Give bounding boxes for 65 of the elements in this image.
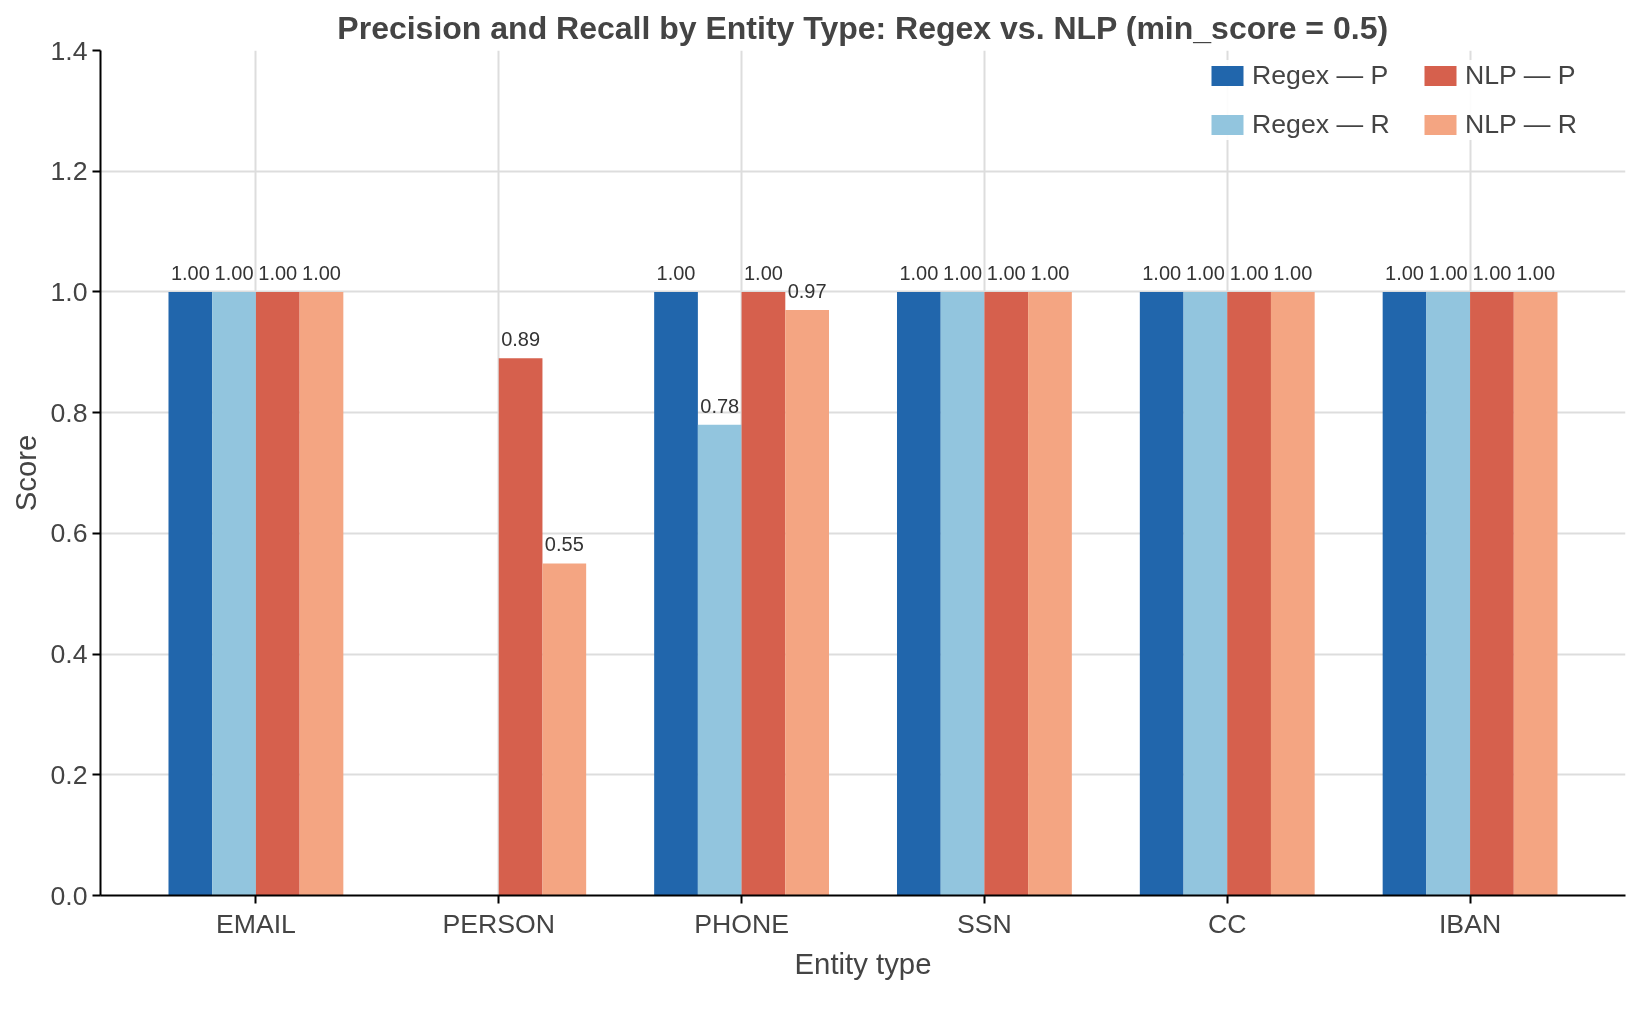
y-axis-title: Score xyxy=(9,434,43,512)
y-tick-label: 1.0 xyxy=(50,276,88,307)
bar xyxy=(168,291,213,896)
data-label: 0.55 xyxy=(544,533,584,556)
x-tick-label: CC xyxy=(1208,908,1247,939)
bar xyxy=(255,291,300,896)
bar xyxy=(940,291,985,896)
bar xyxy=(1382,291,1427,896)
legend-label: NLP — R xyxy=(1465,109,1579,140)
data-label: 1.00 xyxy=(1385,261,1424,284)
bar xyxy=(1028,291,1072,896)
data-label: 0.78 xyxy=(700,394,740,417)
data-label: 1.00 xyxy=(1516,261,1556,284)
bar xyxy=(654,291,698,896)
data-label: 1.00 xyxy=(1142,261,1182,284)
y-tick-label: 0.6 xyxy=(50,518,88,549)
x-tick-label: IBAN xyxy=(1438,908,1502,939)
data-label: 1.00 xyxy=(1472,261,1512,284)
data-label: 1.00 xyxy=(656,261,696,284)
data-label: 1.00 xyxy=(302,261,341,284)
data-label: 1.00 xyxy=(986,261,1026,284)
bar xyxy=(1470,291,1514,896)
bar xyxy=(984,291,1029,896)
bar xyxy=(1139,291,1184,896)
bar xyxy=(299,291,344,896)
data-label: 1.00 xyxy=(1030,261,1070,284)
data-label: 0.89 xyxy=(501,328,541,351)
data-label: 0.97 xyxy=(787,279,827,302)
data-label: 1.00 xyxy=(1428,261,1468,284)
data-label: 1.00 xyxy=(1185,261,1225,284)
bar xyxy=(1227,291,1271,896)
bar xyxy=(1270,291,1315,896)
x-tick-label: PERSON xyxy=(442,908,556,939)
bar xyxy=(1183,291,1228,896)
x-tick-label: SSN xyxy=(957,908,1012,939)
y-tick-label: 1.2 xyxy=(50,156,88,187)
bar xyxy=(741,291,786,896)
bar xyxy=(212,291,256,896)
y-tick-label: 0.8 xyxy=(50,397,88,428)
legend-label: Regex — R xyxy=(1252,109,1391,140)
y-tick-label: 0.0 xyxy=(50,880,88,911)
data-label: 1.00 xyxy=(258,261,298,284)
data-label: 1.00 xyxy=(170,261,210,284)
y-tick-label: 0.2 xyxy=(50,759,88,790)
bar xyxy=(785,310,829,896)
data-label: 1.00 xyxy=(743,261,783,284)
legend-label: NLP — P xyxy=(1465,60,1577,91)
bar xyxy=(498,358,543,896)
y-tick-label: 0.4 xyxy=(50,639,88,670)
data-label: 1.00 xyxy=(1229,261,1269,284)
data-label: 1.00 xyxy=(899,261,939,284)
bar xyxy=(697,424,742,896)
chart-title: Precision and Recall by Entity Type: Regex vs. NLP (min_score = 0.5) xyxy=(337,9,1389,46)
bar xyxy=(1426,291,1471,896)
bar xyxy=(542,563,587,896)
bar xyxy=(897,291,941,896)
legend-label: Regex — P xyxy=(1252,60,1390,91)
data-label: 1.00 xyxy=(214,261,254,284)
x-tick-label: EMAIL xyxy=(215,908,296,939)
y-tick-label: 1.4 xyxy=(50,35,88,66)
data-label: 1.00 xyxy=(1273,261,1313,284)
x-axis-title: Entity type xyxy=(794,946,932,980)
x-tick-label: PHONE xyxy=(694,908,789,939)
data-label: 1.00 xyxy=(943,261,983,284)
bar xyxy=(1513,291,1558,896)
